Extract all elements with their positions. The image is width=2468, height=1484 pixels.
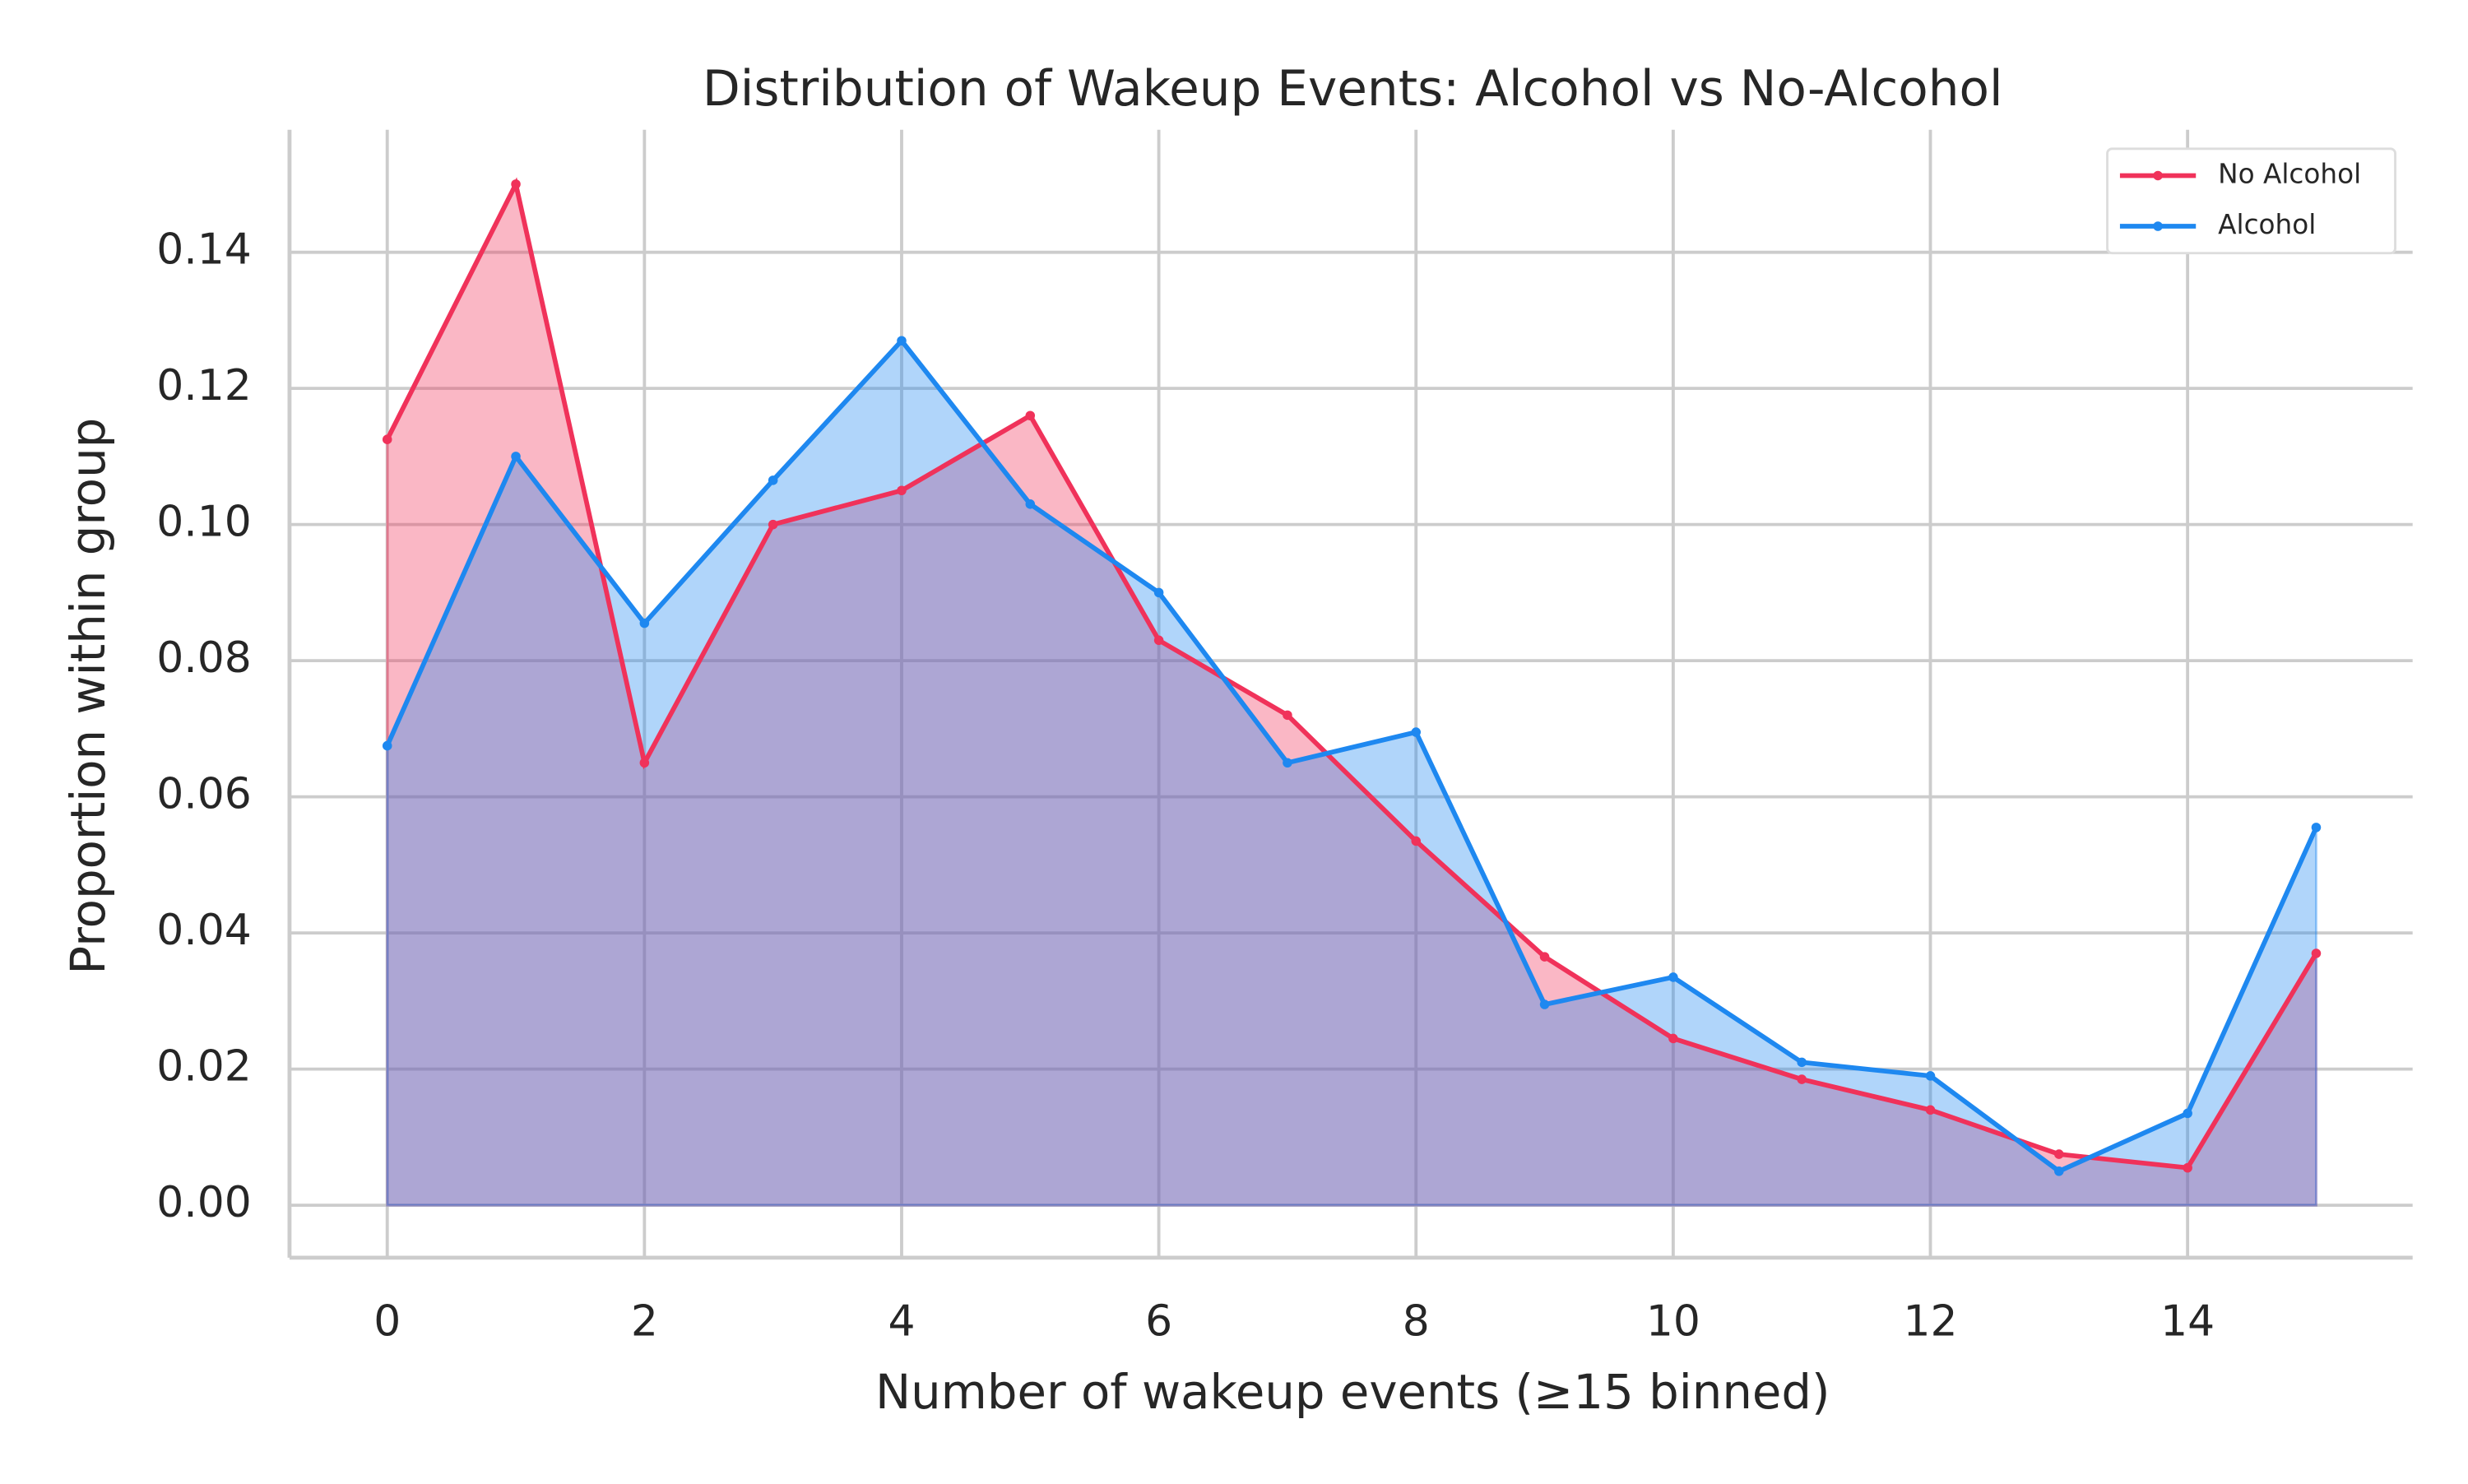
legend-label: No Alcohol bbox=[2218, 158, 2361, 189]
chart-title: Distribution of Wakeup Events: Alcohol v… bbox=[703, 61, 2003, 118]
y-tick-label: 0.04 bbox=[156, 906, 252, 955]
point bbox=[897, 485, 907, 496]
point bbox=[1025, 499, 1036, 509]
y-tick-label: 0.12 bbox=[156, 361, 252, 410]
legend-label: Alcohol bbox=[2218, 209, 2316, 240]
x-tick-label: 10 bbox=[1646, 1297, 1700, 1347]
point bbox=[382, 740, 392, 751]
point bbox=[1668, 1033, 1678, 1044]
x-tick-label: 12 bbox=[1903, 1297, 1957, 1347]
point bbox=[2054, 1149, 2064, 1159]
point bbox=[1153, 635, 1164, 646]
line bbox=[385, 336, 2319, 1175]
x-tick-label: 6 bbox=[1145, 1297, 1172, 1347]
y-tick-label: 0.08 bbox=[156, 633, 252, 683]
point bbox=[511, 452, 521, 461]
point bbox=[639, 758, 650, 768]
x-tick-label: 0 bbox=[373, 1297, 401, 1347]
line bbox=[385, 177, 2318, 1171]
y-tick-label: 0.06 bbox=[156, 770, 252, 819]
point bbox=[2183, 1162, 2192, 1173]
x-tick-label: 14 bbox=[2160, 1297, 2215, 1347]
y-tick-label: 0.10 bbox=[156, 498, 252, 547]
point bbox=[1283, 710, 1292, 721]
x-tick-label: 8 bbox=[1403, 1297, 1430, 1347]
point bbox=[639, 618, 650, 628]
y-tick-label: 0.00 bbox=[156, 1178, 252, 1227]
point bbox=[1411, 727, 1422, 737]
point bbox=[1025, 410, 1036, 421]
point bbox=[2311, 823, 2322, 832]
point bbox=[1411, 836, 1422, 846]
point bbox=[1925, 1105, 1936, 1115]
point bbox=[2311, 948, 2322, 958]
legend-swatch bbox=[2153, 170, 2163, 181]
point bbox=[1283, 758, 1292, 768]
point bbox=[382, 434, 392, 444]
legend-swatch bbox=[2153, 221, 2163, 231]
point bbox=[1539, 952, 1550, 962]
area bbox=[386, 338, 2317, 1207]
point bbox=[1797, 1057, 1807, 1068]
point bbox=[768, 475, 778, 485]
point bbox=[1797, 1074, 1807, 1084]
point bbox=[511, 179, 521, 189]
point bbox=[2183, 1108, 2192, 1119]
y-tick-label: 0.02 bbox=[156, 1042, 252, 1092]
point bbox=[1668, 972, 1678, 982]
point bbox=[1925, 1071, 1936, 1081]
x-axis-label: Number of wakeup events (≥15 binned) bbox=[875, 1364, 1830, 1420]
point bbox=[768, 519, 778, 530]
y-tick-label: 0.14 bbox=[156, 225, 252, 275]
point bbox=[2054, 1166, 2064, 1176]
x-tick-label: 4 bbox=[888, 1297, 915, 1347]
point bbox=[1153, 587, 1164, 598]
point bbox=[897, 336, 907, 345]
x-tick-label: 2 bbox=[631, 1297, 658, 1347]
y-axis-label: Proportion within group bbox=[60, 418, 116, 975]
point bbox=[1539, 999, 1550, 1009]
